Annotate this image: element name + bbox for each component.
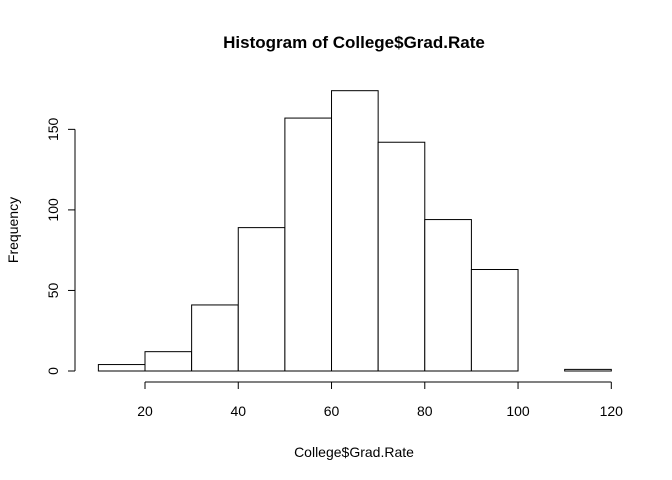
histogram-bar-10-20 [97,364,146,372]
bars-group [97,90,612,372]
y-axis: 0 50 100 150 [45,117,76,375]
histogram-bar-50-60 [284,117,333,372]
x-tick-label-100: 100 [506,403,530,419]
x-tick-label-60: 60 [324,403,340,419]
histogram-bar-70-80 [377,141,426,372]
chart-title: Histogram of College$Grad.Rate [223,33,485,52]
y-tick-label-150: 150 [45,117,61,141]
x-axis-label: College$Grad.Rate [294,444,414,460]
y-tick-label-0: 0 [45,367,61,375]
y-tick-label-50: 50 [45,282,61,298]
histogram-bar-90-100 [470,269,519,372]
x-tick-label-120: 120 [600,403,624,419]
histogram-bar-60-70 [331,90,379,372]
x-axis: 20 40 60 80 100 120 [137,381,624,419]
y-tick-label-100: 100 [45,198,61,222]
histogram-bar-30-40 [191,304,239,372]
histogram-bar-20-30 [144,351,193,372]
histogram-bar-80-90 [424,219,472,372]
x-tick-label-20: 20 [137,403,153,419]
y-axis-label: Frequency [5,197,21,263]
x-tick-label-40: 40 [230,403,246,419]
x-tick-label-80: 80 [417,403,433,419]
histogram-bar-40-50 [237,227,286,372]
histogram-bar-110-120 [564,368,612,372]
